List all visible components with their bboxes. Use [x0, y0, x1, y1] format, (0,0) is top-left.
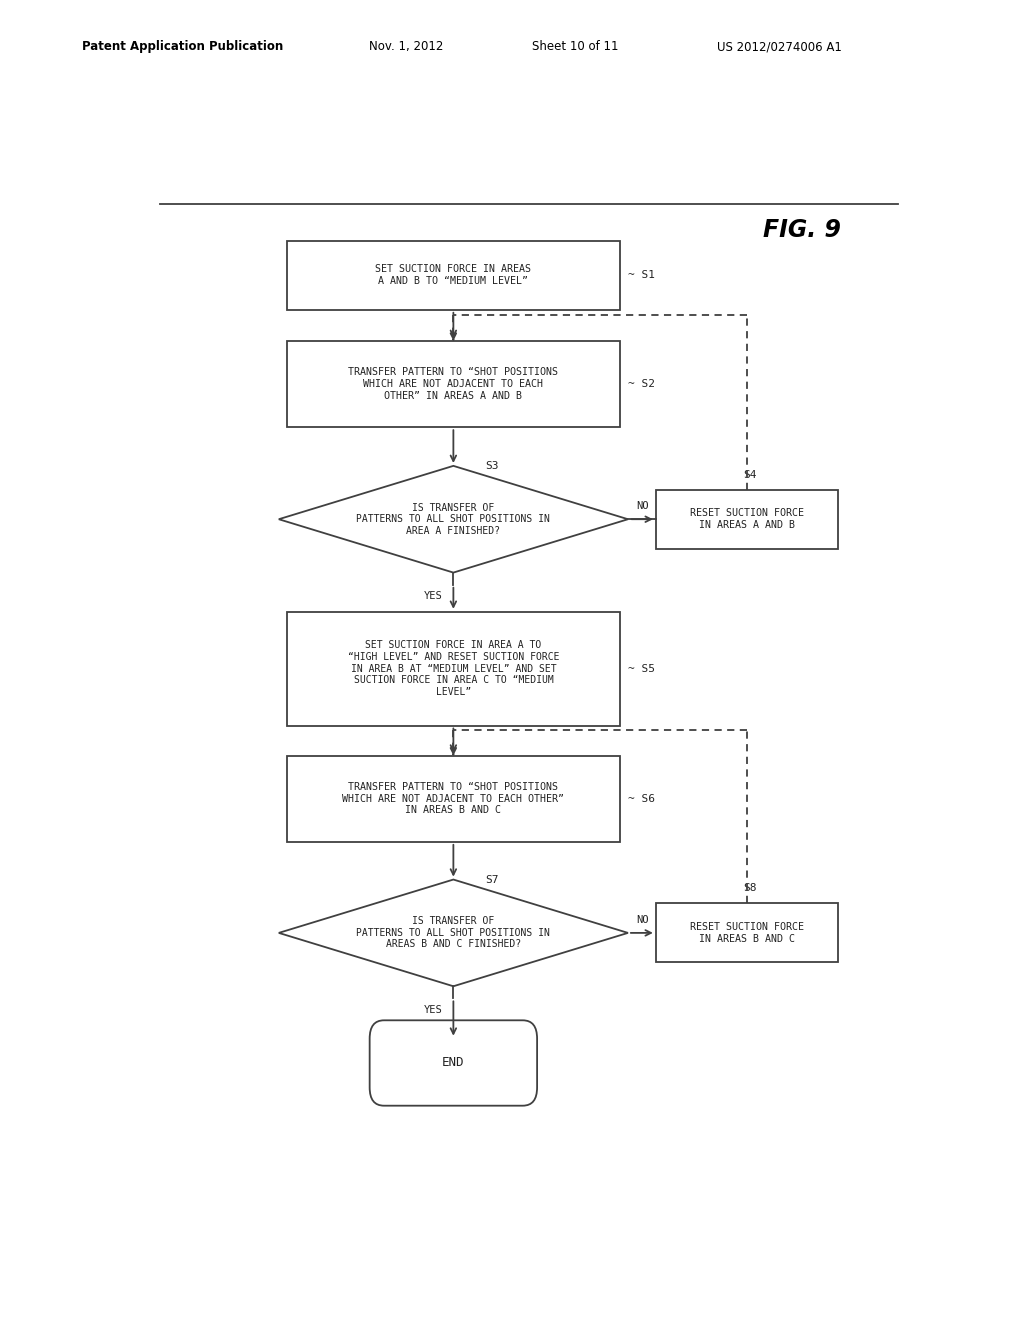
FancyBboxPatch shape	[370, 1020, 538, 1106]
FancyBboxPatch shape	[287, 341, 620, 428]
Polygon shape	[279, 879, 628, 986]
Text: NO: NO	[636, 915, 648, 925]
Text: Patent Application Publication: Patent Application Publication	[82, 40, 284, 53]
Text: ~ S2: ~ S2	[628, 379, 655, 389]
Text: IS TRANSFER OF
PATTERNS TO ALL SHOT POSITIONS IN
AREA A FINISHED?: IS TRANSFER OF PATTERNS TO ALL SHOT POSI…	[356, 503, 550, 536]
Text: YES: YES	[424, 591, 443, 601]
Text: S4: S4	[743, 470, 757, 479]
Text: ~ S5: ~ S5	[628, 664, 655, 673]
Text: NO: NO	[636, 502, 648, 511]
Text: US 2012/0274006 A1: US 2012/0274006 A1	[717, 40, 842, 53]
Text: TRANSFER PATTERN TO “SHOT POSITIONS
WHICH ARE NOT ADJACENT TO EACH OTHER”
IN ARE: TRANSFER PATTERN TO “SHOT POSITIONS WHIC…	[342, 783, 564, 816]
Text: ~ S6: ~ S6	[628, 793, 655, 804]
Text: Sheet 10 of 11: Sheet 10 of 11	[532, 40, 618, 53]
Text: S3: S3	[485, 461, 499, 471]
Text: YES: YES	[424, 1005, 443, 1015]
FancyBboxPatch shape	[287, 611, 620, 726]
Text: RESET SUCTION FORCE
IN AREAS B AND C: RESET SUCTION FORCE IN AREAS B AND C	[690, 923, 804, 944]
FancyBboxPatch shape	[655, 903, 839, 962]
Text: IS TRANSFER OF
PATTERNS TO ALL SHOT POSITIONS IN
AREAS B AND C FINISHED?: IS TRANSFER OF PATTERNS TO ALL SHOT POSI…	[356, 916, 550, 949]
Text: ~ S1: ~ S1	[628, 271, 655, 280]
Text: RESET SUCTION FORCE
IN AREAS A AND B: RESET SUCTION FORCE IN AREAS A AND B	[690, 508, 804, 531]
Text: SET SUCTION FORCE IN AREA A TO
“HIGH LEVEL” AND RESET SUCTION FORCE
IN AREA B AT: SET SUCTION FORCE IN AREA A TO “HIGH LEV…	[347, 640, 559, 697]
Text: S7: S7	[485, 875, 499, 884]
FancyBboxPatch shape	[655, 490, 839, 549]
FancyBboxPatch shape	[287, 755, 620, 842]
FancyBboxPatch shape	[287, 240, 620, 310]
Text: S8: S8	[743, 883, 757, 894]
Text: Nov. 1, 2012: Nov. 1, 2012	[369, 40, 443, 53]
Text: END: END	[442, 1056, 465, 1069]
Text: TRANSFER PATTERN TO “SHOT POSITIONS
WHICH ARE NOT ADJACENT TO EACH
OTHER” IN ARE: TRANSFER PATTERN TO “SHOT POSITIONS WHIC…	[348, 367, 558, 401]
Text: FIG. 9: FIG. 9	[763, 218, 841, 242]
Polygon shape	[279, 466, 628, 573]
Text: SET SUCTION FORCE IN AREAS
A AND B TO “MEDIUM LEVEL”: SET SUCTION FORCE IN AREAS A AND B TO “M…	[376, 264, 531, 286]
